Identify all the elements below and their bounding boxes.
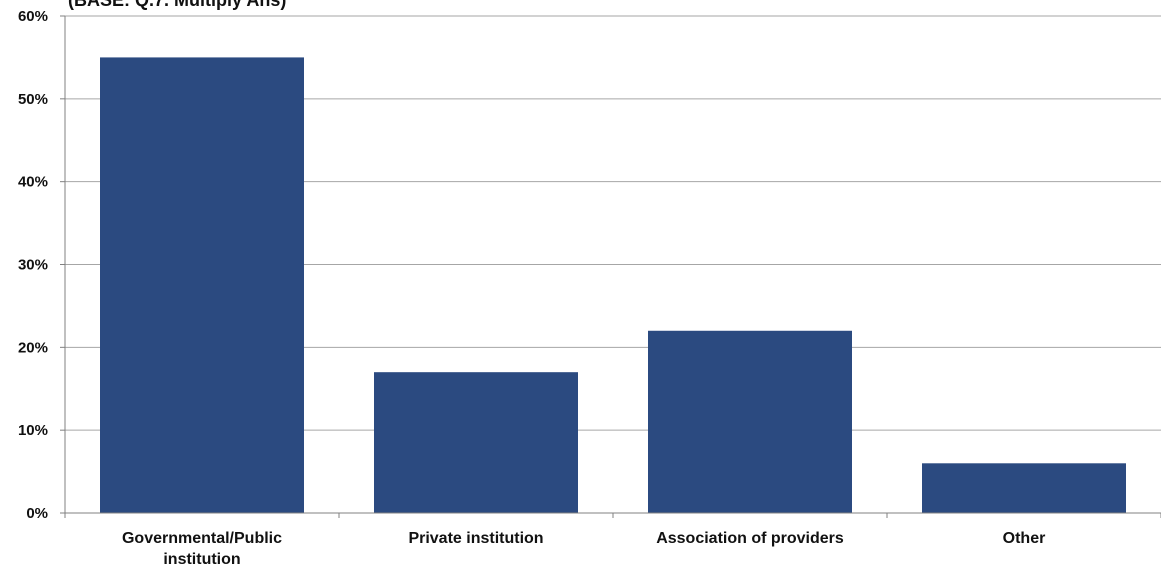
bar [374,372,578,513]
bar [922,463,1126,513]
y-tick-label: 40% [18,174,48,191]
y-tick-label: 0% [26,505,48,522]
axes [60,15,1161,518]
bars [100,57,1126,514]
y-tick-label: 30% [18,257,48,274]
x-category-label: Governmental/Public institution [122,530,282,568]
x-category-labels: Governmental/Public institution Private in… [122,530,1045,568]
x-category-label: Other [1003,530,1046,547]
y-tick-label: 60% [18,8,48,25]
x-category-label: Association of providers [656,530,844,547]
y-tick-label: 50% [18,91,48,108]
x-category-label: Private institution [408,530,543,547]
bar [100,57,304,514]
bar [648,330,852,513]
y-tick-label: 10% [18,422,48,439]
chart-title: (BASE: Q.7. Multiply Ans) [68,0,286,10]
y-tick-labels: 0% 10% 20% 30% 40% 50% 60% [18,8,48,522]
y-tick-label: 20% [18,339,48,356]
